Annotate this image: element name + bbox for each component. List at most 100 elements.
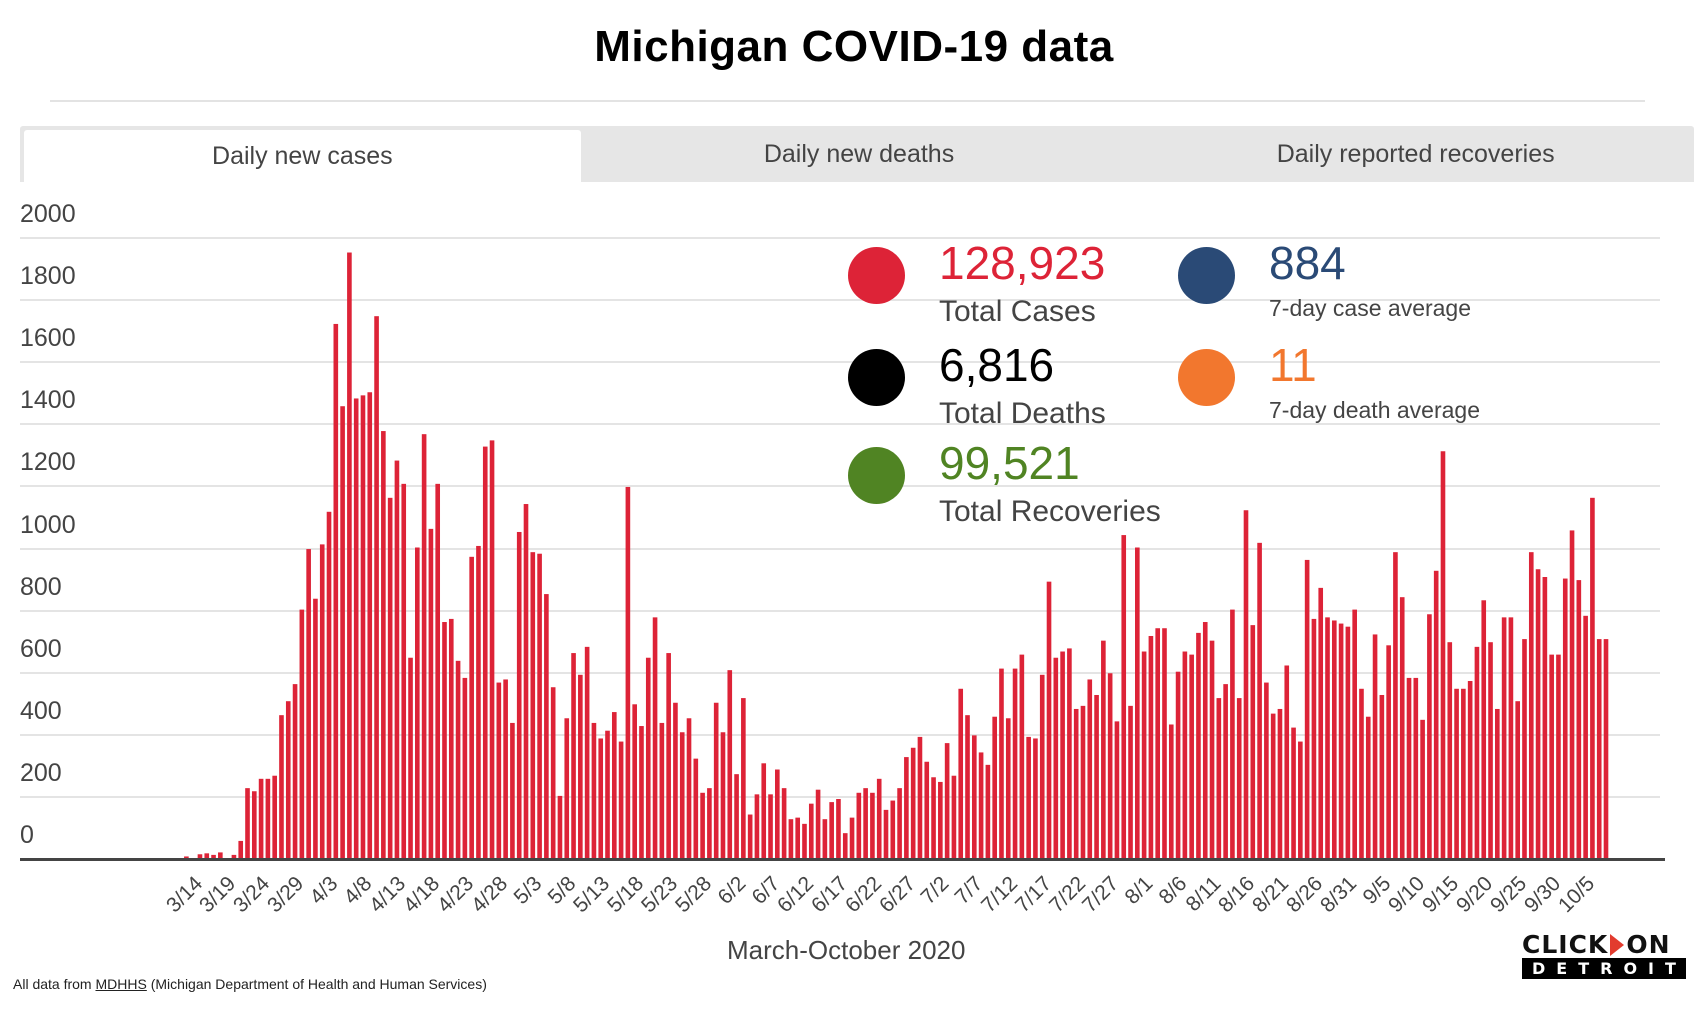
bar[interactable] — [863, 788, 868, 858]
bar[interactable] — [1345, 626, 1351, 858]
bar[interactable] — [1087, 679, 1093, 858]
bar[interactable] — [842, 833, 848, 858]
bar[interactable] — [741, 698, 746, 858]
bar[interactable] — [883, 809, 889, 858]
bar[interactable] — [1365, 716, 1371, 858]
bar[interactable] — [917, 736, 923, 858]
bar[interactable] — [374, 316, 379, 858]
bar[interactable] — [781, 788, 787, 858]
bar[interactable] — [829, 802, 834, 858]
bar[interactable] — [611, 712, 617, 859]
bar[interactable] — [1257, 542, 1262, 858]
bar[interactable] — [231, 854, 237, 858]
bar[interactable] — [822, 819, 828, 858]
bar[interactable] — [421, 434, 427, 858]
bar[interactable] — [1067, 648, 1072, 858]
bar[interactable] — [333, 323, 339, 858]
bar[interactable] — [1264, 682, 1269, 858]
bar[interactable] — [1209, 640, 1215, 858]
bar[interactable] — [1522, 639, 1527, 858]
bar[interactable] — [489, 440, 495, 858]
bar[interactable] — [632, 704, 637, 858]
bar[interactable] — [1359, 688, 1364, 858]
bar[interactable] — [992, 716, 997, 858]
bar[interactable] — [1094, 694, 1099, 858]
bar[interactable] — [1182, 651, 1188, 858]
bar[interactable] — [469, 556, 474, 859]
bar[interactable] — [306, 549, 311, 858]
bar[interactable] — [218, 852, 223, 858]
bar[interactable] — [578, 674, 583, 858]
bar[interactable] — [1481, 600, 1487, 858]
bar[interactable] — [693, 758, 699, 858]
bar[interactable] — [476, 545, 481, 858]
bar[interactable] — [401, 483, 407, 858]
bar[interactable] — [1243, 510, 1249, 858]
bar[interactable] — [1223, 684, 1228, 858]
bar[interactable] — [1012, 668, 1018, 859]
bar[interactable] — [625, 486, 631, 858]
bar[interactable] — [652, 617, 658, 858]
bar[interactable] — [618, 741, 624, 858]
bar[interactable] — [1060, 651, 1065, 858]
bar[interactable] — [435, 483, 441, 858]
bar[interactable] — [1189, 654, 1194, 858]
bar[interactable] — [550, 687, 556, 859]
bar[interactable] — [272, 775, 277, 858]
bar[interactable] — [387, 497, 393, 858]
bar[interactable] — [1447, 642, 1453, 858]
bar[interactable] — [938, 781, 943, 858]
bar[interactable] — [1141, 651, 1147, 858]
bar[interactable] — [1277, 708, 1283, 858]
bar[interactable] — [1114, 721, 1120, 858]
bar[interactable] — [815, 789, 821, 858]
bar[interactable] — [1039, 674, 1045, 858]
bar[interactable] — [598, 738, 604, 858]
bar[interactable] — [1569, 530, 1575, 858]
bar[interactable] — [904, 757, 909, 858]
bar[interactable] — [965, 715, 970, 858]
bar[interactable] — [1298, 741, 1303, 858]
bar[interactable] — [1379, 694, 1385, 858]
bar[interactable] — [353, 398, 359, 858]
bar[interactable] — [645, 657, 651, 858]
bar[interactable] — [1325, 617, 1330, 858]
bar[interactable] — [1080, 705, 1086, 859]
bar[interactable] — [985, 764, 991, 858]
bar[interactable] — [1556, 654, 1561, 858]
bar[interactable] — [951, 775, 957, 858]
bar[interactable] — [1461, 688, 1466, 858]
bar[interactable] — [1427, 614, 1432, 858]
clickondetroit-logo[interactable]: CLICK ON DETROIT — [1522, 932, 1686, 979]
bar[interactable] — [340, 406, 345, 858]
bar[interactable] — [557, 795, 563, 858]
bar[interactable] — [482, 446, 488, 858]
bar[interactable] — [1019, 654, 1025, 858]
bar[interactable] — [1420, 719, 1425, 858]
bar[interactable] — [285, 701, 291, 858]
bar[interactable] — [1135, 547, 1140, 859]
bar[interactable] — [1576, 580, 1582, 858]
bar[interactable] — [415, 547, 420, 859]
bar[interactable] — [523, 504, 529, 858]
bar[interactable] — [408, 657, 413, 858]
bar[interactable] — [394, 460, 400, 858]
bar[interactable] — [1331, 620, 1337, 858]
bar[interactable] — [1440, 451, 1446, 858]
bar[interactable] — [1121, 535, 1127, 858]
bar[interactable] — [788, 819, 794, 858]
bar[interactable] — [1046, 581, 1052, 858]
bar[interactable] — [319, 544, 325, 858]
bar[interactable] — [1352, 609, 1357, 858]
bar[interactable] — [931, 777, 936, 858]
bar[interactable] — [1488, 642, 1493, 858]
tab-daily-reported-recoveries[interactable]: Daily reported recoveries — [1276, 139, 1555, 168]
bar[interactable] — [442, 622, 447, 858]
bar[interactable] — [1107, 673, 1113, 858]
bar[interactable] — [1270, 713, 1276, 858]
bar[interactable] — [802, 823, 807, 859]
bar[interactable] — [347, 252, 352, 858]
bar[interactable] — [428, 528, 434, 858]
bar[interactable] — [584, 646, 590, 858]
bar[interactable] — [958, 688, 964, 858]
